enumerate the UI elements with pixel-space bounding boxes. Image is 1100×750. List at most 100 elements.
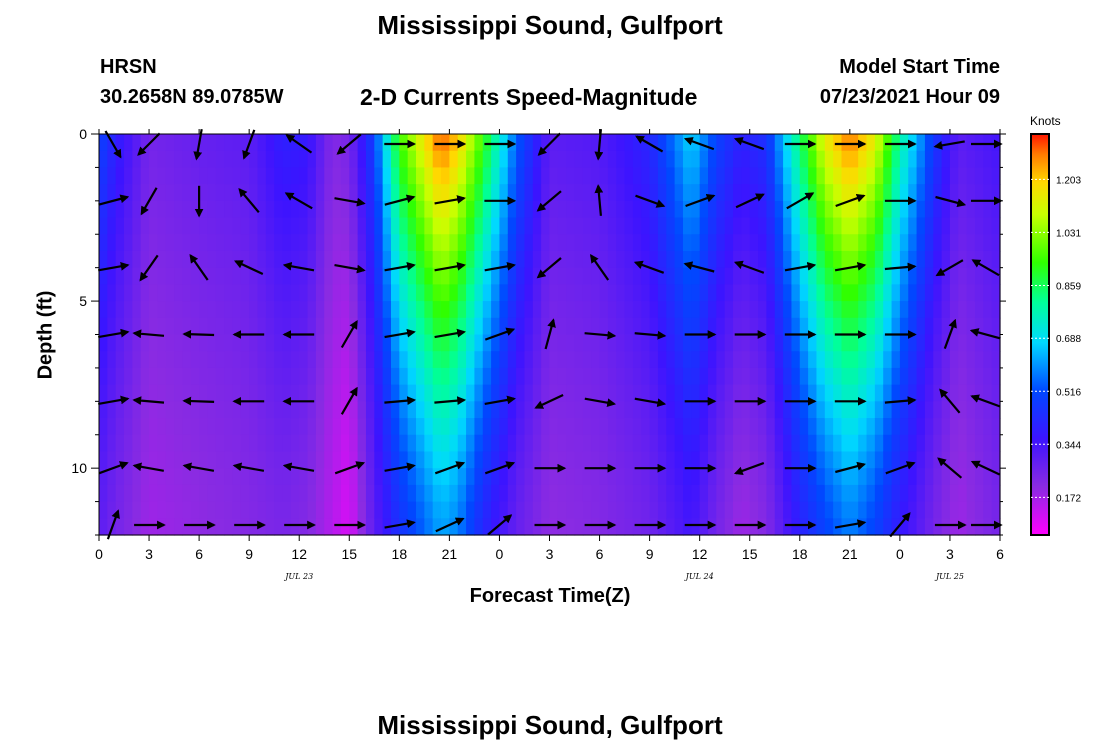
heatmap-cell [365, 518, 375, 536]
heatmap-cell [799, 317, 809, 336]
heatmap-cell [207, 184, 217, 202]
heatmap-cell [399, 351, 409, 369]
heatmap-cell [541, 217, 551, 235]
heatmap-cell [791, 367, 801, 386]
heatmap-cell [566, 284, 576, 302]
heatmap-cell [582, 134, 592, 152]
heatmap-cell [716, 317, 726, 336]
heatmap-cell [574, 451, 584, 469]
heatmap-cell [457, 217, 467, 235]
heatmap-cell [382, 284, 392, 302]
heatmap-cell [149, 200, 158, 219]
heatmap-cell [666, 150, 676, 169]
heatmap-cell [424, 184, 434, 202]
heatmap-cell [649, 401, 659, 419]
heatmap-cell [474, 384, 484, 402]
heatmap-cell [808, 367, 818, 386]
heatmap-cell [149, 301, 158, 319]
heatmap-cell [99, 384, 108, 402]
heatmap-cell [190, 184, 200, 202]
heatmap-cell [424, 367, 434, 386]
heatmap-cell [674, 418, 684, 436]
heatmap-cell [824, 418, 834, 436]
heatmap-cell [741, 484, 751, 503]
heatmap-cell [140, 250, 150, 269]
heatmap-cell [466, 384, 476, 402]
heatmap-cell [799, 134, 809, 152]
heatmap-cell [791, 334, 801, 352]
heatmap-cell [582, 518, 592, 536]
heatmap-cell [374, 384, 384, 402]
heatmap-cell [449, 150, 459, 169]
heatmap-cell [616, 418, 626, 436]
heatmap-cell [132, 200, 142, 219]
heatmap-cell [257, 484, 267, 503]
heatmap-cell [416, 301, 425, 319]
heatmap-cell [549, 334, 559, 352]
heatmap-cell [416, 150, 425, 169]
heatmap-cell [641, 468, 651, 486]
heatmap-cell [299, 518, 309, 536]
heatmap-cell [424, 501, 434, 519]
heatmap-cell [149, 501, 158, 519]
heatmap-cell [274, 134, 284, 152]
heatmap-cell [983, 484, 993, 503]
heatmap-cell [407, 200, 417, 219]
heatmap-cell [449, 418, 459, 436]
heatmap-cell [858, 217, 868, 235]
heatmap-cell [774, 351, 784, 369]
heatmap-cell [282, 250, 292, 269]
heatmap-cell [974, 434, 984, 453]
heatmap-cell [816, 200, 826, 219]
heatmap-cell [549, 518, 559, 536]
heatmap-cell [682, 501, 692, 519]
heatmap-cell [332, 301, 342, 319]
heatmap-cell [682, 384, 692, 402]
heatmap-cell [791, 184, 801, 202]
heatmap-cell [374, 184, 384, 202]
heatmap-cell [249, 267, 259, 285]
heatmap-cell [257, 418, 267, 436]
heatmap-cell [916, 250, 926, 269]
heatmap-cell [374, 351, 384, 369]
heatmap-cell [524, 384, 534, 402]
heatmap-cell [232, 134, 242, 152]
heatmap-cell [858, 451, 868, 469]
current-vector-arrow [238, 187, 260, 214]
heatmap-cell [157, 234, 167, 252]
heatmap-cell [315, 418, 325, 436]
heatmap-cell [124, 418, 133, 436]
heatmap-cell [549, 501, 559, 519]
heatmap-cell [733, 234, 742, 252]
heatmap-cell [99, 317, 108, 336]
heatmap-cell [157, 418, 167, 436]
heatmap-cell [274, 284, 284, 302]
heatmap-cell [799, 217, 809, 235]
heatmap-cell [908, 317, 918, 336]
heatmap-cell [841, 351, 851, 369]
heatmap-cell [699, 317, 709, 336]
heatmap-cell [365, 284, 375, 302]
heatmap-cell [566, 384, 576, 402]
heatmap-cell [833, 301, 843, 319]
heatmap-cell [949, 284, 959, 302]
current-vector-arrow [104, 130, 122, 159]
heatmap-cell [424, 384, 434, 402]
heatmap-cell [357, 167, 367, 185]
heatmap-cell [799, 434, 809, 453]
heatmap-cell [824, 367, 834, 386]
heatmap-cell [733, 267, 742, 285]
heatmap-cell [290, 334, 300, 352]
heatmap-cell [883, 134, 893, 152]
heatmap-cell [399, 250, 409, 269]
heatmap-cell [749, 217, 759, 235]
heatmap-cell [307, 384, 317, 402]
heatmap-cell [107, 451, 117, 469]
heatmap-cell [591, 468, 601, 486]
heatmap-cell [699, 234, 709, 252]
heatmap-cell [607, 434, 617, 453]
heatmap-cell [265, 434, 275, 453]
heatmap-cell [824, 134, 834, 152]
heatmap-cell [407, 317, 417, 336]
heatmap-cell [165, 234, 175, 252]
